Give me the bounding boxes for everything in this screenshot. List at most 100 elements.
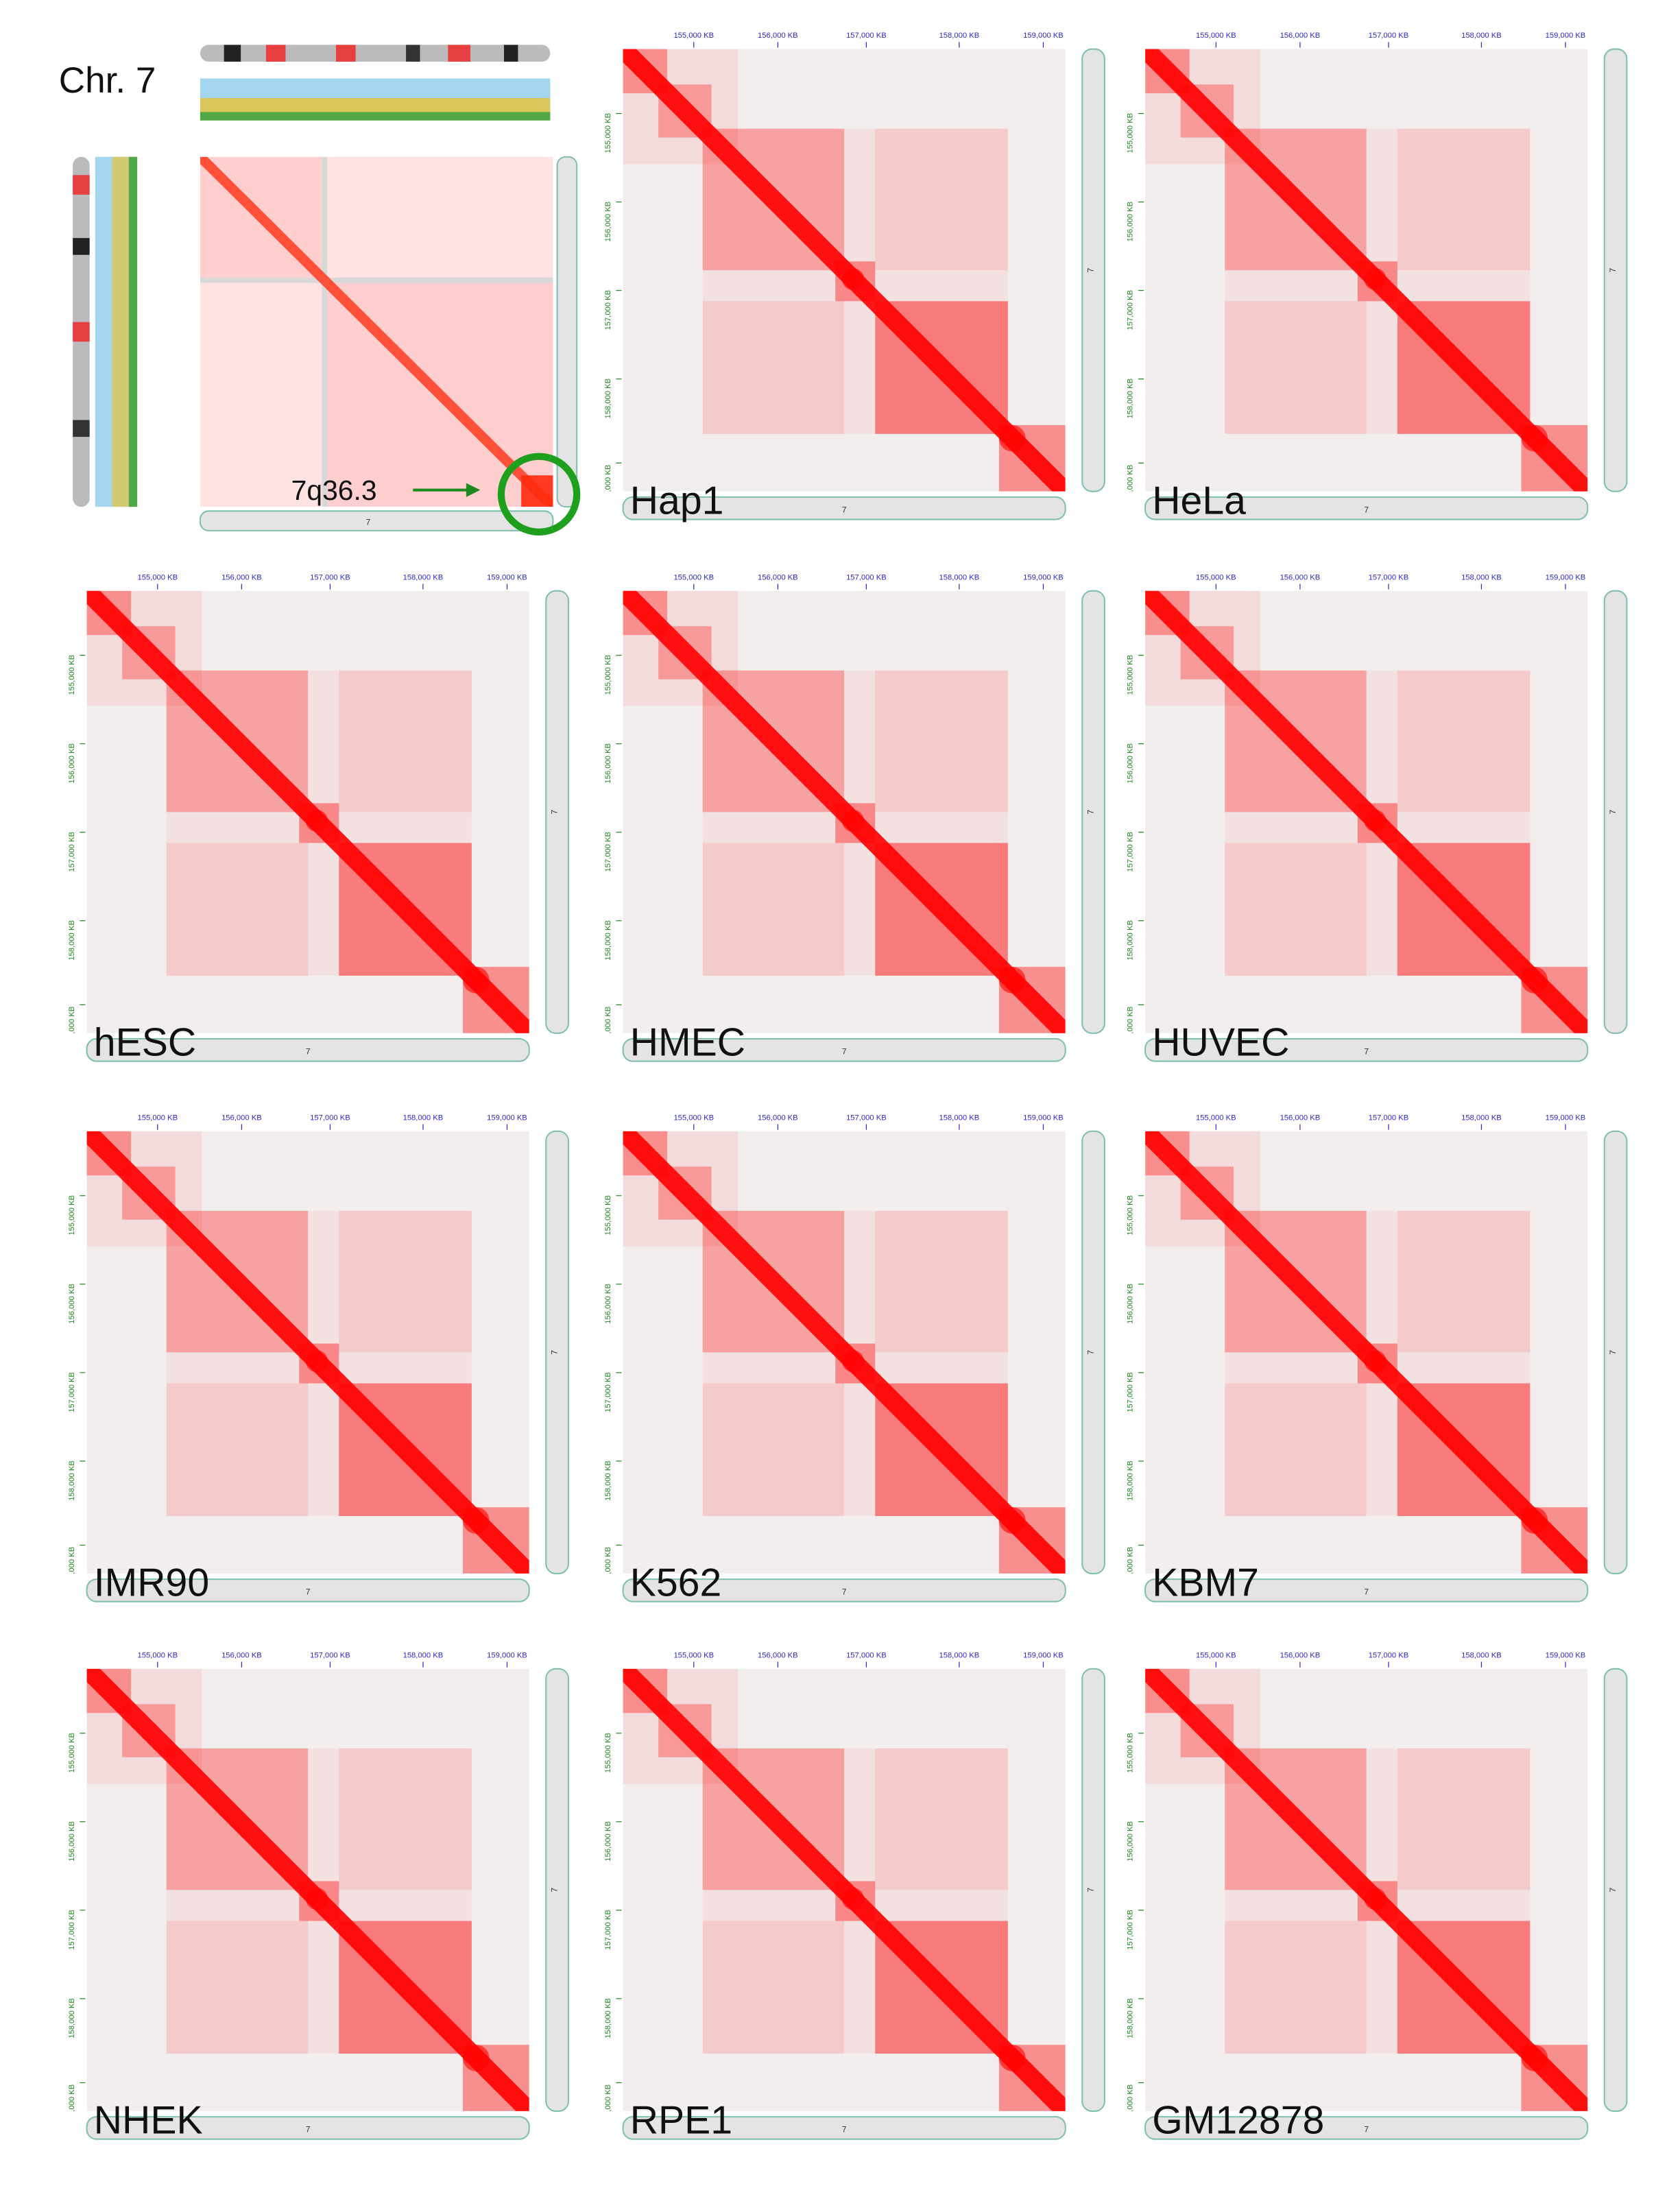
y-tick-label: 158,000 KB	[1127, 378, 1135, 419]
hic-panel: 155,000 KB 156,000 KB 157,000 KB 158,000 KB…	[604, 1114, 1105, 1605]
x-tick-label: 159,000 KB	[1546, 32, 1586, 40]
panel-label: hESC	[94, 1021, 196, 1065]
hic-map	[1145, 1668, 1588, 2111]
scrollbar-v	[545, 1130, 569, 1574]
hic-panel: 155,000 KB 156,000 KB 157,000 KB 158,000 KB…	[1127, 32, 1628, 522]
chromosome-label: 7	[366, 518, 371, 527]
y-tick-label: 158,000 KB	[1127, 920, 1135, 961]
x-tick-label: 155,000 KB	[1196, 573, 1236, 581]
panel-label: RPE1	[630, 2099, 732, 2143]
x-tick-label: 158,000 KB	[1461, 1114, 1502, 1122]
scrollbar-h	[1144, 2116, 1589, 2140]
x-tick-label: 155,000 KB	[673, 1651, 714, 1659]
y-tick-label: 157,000 KB	[604, 1910, 612, 1950]
y-tick-label: 59,000 KB	[1127, 465, 1135, 501]
y-tick-label: 157,000 KB	[68, 1910, 76, 1950]
panel-label: HeLa	[1152, 479, 1246, 522]
chromosome-label: 7	[306, 1046, 311, 1056]
x-tick-label: 157,000 KB	[1369, 1114, 1409, 1122]
hic-panel: 155,000 KB 156,000 KB 157,000 KB 158,000 KB…	[68, 573, 569, 1065]
scrollbar-h	[86, 1037, 530, 1062]
chromosome-label: 7	[1086, 268, 1096, 273]
x-tick-label: 158,000 KB	[939, 1651, 980, 1659]
y-tick-label: 155,000 KB	[1127, 1195, 1135, 1236]
chromosome-label: 7	[1364, 505, 1369, 514]
x-tick-label: 155,000 KB	[137, 573, 178, 581]
chromosome-label: 7	[550, 1888, 560, 1892]
chromosome-label: 7	[842, 2125, 847, 2135]
y-tick-label: 158,000 KB	[604, 378, 612, 419]
y-tick-label: 155,000 KB	[68, 655, 76, 695]
highlight-circle	[497, 453, 581, 536]
y-tick-label: 59,000 KB	[604, 2084, 612, 2120]
x-tick-label: 158,000 KB	[403, 1114, 444, 1122]
x-tick-label: 159,000 KB	[487, 573, 527, 581]
y-tick-label: 156,000 KB	[1127, 1284, 1135, 1324]
y-tick-label: 156,000 KB	[1127, 202, 1135, 242]
y-tick-label: 158,000 KB	[1127, 1460, 1135, 1501]
x-tick-label: 156,000 KB	[1280, 1114, 1321, 1122]
x-tick-label: 158,000 KB	[939, 32, 980, 40]
scrollbar-h	[622, 496, 1066, 520]
hic-map	[623, 49, 1066, 492]
x-tick-label: 156,000 KB	[221, 1651, 262, 1659]
chromosome-label: 7	[1086, 810, 1096, 815]
y-tick-label: 158,000 KB	[68, 1998, 76, 2039]
panel-label: IMR90	[94, 1561, 209, 1605]
x-tick-label: 159,000 KB	[1546, 573, 1586, 581]
y-tick-label: 156,000 KB	[1127, 1821, 1135, 1862]
chromosome-label: 7	[842, 1587, 847, 1597]
x-tick-label: 155,000 KB	[1196, 1114, 1236, 1122]
chromosome-label: 7	[306, 1587, 311, 1597]
scrollbar-v	[1081, 1130, 1105, 1574]
chromosome-label: 7	[1608, 268, 1618, 273]
y-tick-label: 155,000 KB	[68, 1195, 76, 1236]
scrollbar-v	[1603, 590, 1628, 1034]
y-tick-label: 158,000 KB	[604, 1460, 612, 1501]
y-tick-label: 59,000 KB	[68, 2084, 76, 2120]
y-tick-label: 157,000 KB	[68, 832, 76, 872]
scrollbar-v	[556, 156, 578, 508]
scrollbar-v	[545, 590, 569, 1034]
hic-panel: 155,000 KB 156,000 KB 157,000 KB 158,000 KB…	[1127, 573, 1628, 1064]
y-tick-label: 156,000 KB	[604, 202, 612, 242]
scrollbar-v	[1081, 590, 1105, 1034]
scrollbar-h	[1144, 1578, 1589, 1602]
x-tick-label: 156,000 KB	[758, 573, 798, 581]
x-tick-label: 155,000 KB	[137, 1114, 178, 1122]
y-tick-label: 158,000 KB	[604, 920, 612, 961]
x-tick-label: 157,000 KB	[310, 1114, 350, 1122]
x-tick-label: 158,000 KB	[403, 573, 444, 581]
y-tick-label: 157,000 KB	[1127, 1372, 1135, 1412]
scrollbar-h	[86, 2116, 530, 2140]
y-tick-label: 59,000 KB	[604, 1007, 612, 1042]
y-tick-label: 59,000 KB	[68, 1547, 76, 1583]
axes: 155,000 KB 156,000 KB 157,000 KB 158,000 KB…	[1127, 573, 1586, 1042]
axes: 155,000 KB 156,000 KB 157,000 KB 158,000 KB…	[604, 32, 1064, 492]
x-tick-label: 158,000 KB	[1461, 1651, 1502, 1659]
x-tick-label: 157,000 KB	[846, 573, 887, 581]
x-tick-label: 156,000 KB	[758, 1651, 798, 1659]
chromosome-label: 7	[1608, 1888, 1618, 1892]
x-tick-label: 155,000 KB	[673, 32, 714, 40]
x-tick-label: 156,000 KB	[1280, 573, 1321, 581]
x-tick-label: 157,000 KB	[310, 1651, 350, 1659]
hic-map	[623, 1668, 1066, 2111]
x-tick-label: 159,000 KB	[1546, 1114, 1586, 1122]
y-tick-label: 156,000 KB	[1127, 743, 1135, 784]
axes: 155,000 KB 156,000 KB 157,000 KB 158,000 KB…	[604, 573, 1064, 1042]
y-tick-label: 59,000 KB	[1127, 1007, 1135, 1042]
region-label: 7q36.3	[291, 474, 377, 506]
x-tick-label: 159,000 KB	[1023, 1114, 1064, 1122]
scrollbar-h	[199, 510, 554, 531]
chromosome-label: 7	[842, 1046, 847, 1056]
y-tick-label: 155,000 KB	[604, 655, 612, 695]
y-tick-label: 158,000 KB	[68, 1460, 76, 1501]
chromosome-label: 7	[1364, 1046, 1369, 1056]
hic-map	[86, 1668, 529, 2111]
x-tick-label: 159,000 KB	[1023, 32, 1064, 40]
x-tick-label: 158,000 KB	[1461, 32, 1502, 40]
scrollbar-v	[545, 1668, 569, 2112]
